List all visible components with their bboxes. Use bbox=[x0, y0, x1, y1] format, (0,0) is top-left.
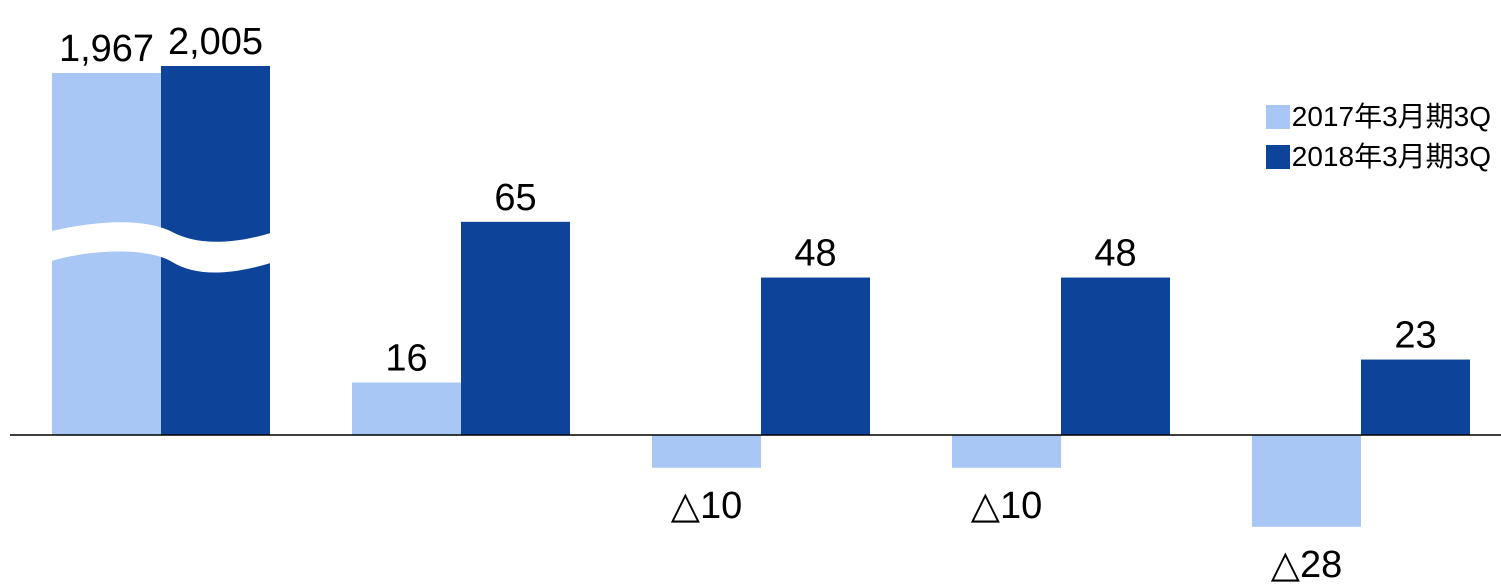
bar-2017-1 bbox=[352, 382, 461, 435]
legend-swatch-2017 bbox=[1265, 105, 1290, 129]
data-label-2018-0: 2,005 bbox=[168, 21, 263, 63]
legend: 2017年3月期3Q 2018年3月期3Q bbox=[1265, 97, 1491, 177]
data-label-2017-4: △28 bbox=[1271, 544, 1343, 584]
legend-item-2017: 2017年3月期3Q bbox=[1265, 97, 1491, 137]
legend-label-2018: 2018年3月期3Q bbox=[1291, 141, 1491, 172]
bar-2018-4 bbox=[1361, 359, 1470, 435]
data-label-2018-3: 48 bbox=[1094, 233, 1136, 275]
legend-swatch-2018 bbox=[1265, 145, 1290, 169]
bar-2017-2 bbox=[652, 435, 761, 468]
data-label-2018-4: 23 bbox=[1394, 315, 1436, 357]
data-label-2017-1: 16 bbox=[385, 338, 427, 380]
bar-2018-3 bbox=[1061, 277, 1170, 435]
bar-2017-3 bbox=[952, 435, 1061, 468]
axis-break-wave bbox=[48, 222, 274, 273]
legend-item-2018: 2018年3月期3Q bbox=[1265, 137, 1491, 177]
bar-2017-4 bbox=[1252, 435, 1361, 527]
legend-label-2017: 2017年3月期3Q bbox=[1291, 101, 1491, 132]
bar-2018-1 bbox=[461, 221, 570, 435]
data-label-2017-3: △10 bbox=[971, 485, 1043, 527]
data-label-2017-2: △10 bbox=[671, 485, 743, 527]
data-label-2018-2: 48 bbox=[794, 233, 836, 275]
bar-2018-2 bbox=[761, 277, 870, 435]
data-label-2017-0: 1,967 bbox=[59, 28, 154, 70]
data-label-2018-1: 65 bbox=[494, 177, 536, 219]
